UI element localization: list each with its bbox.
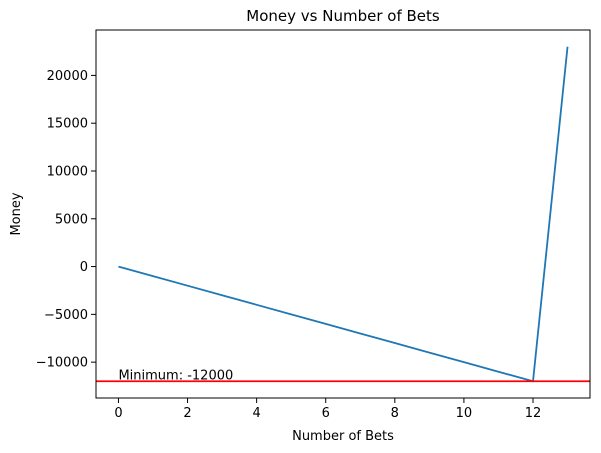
y-tick-label: 20000	[47, 69, 88, 84]
x-tick-label: 2	[183, 406, 191, 421]
x-tick-label: 6	[322, 406, 330, 421]
y-tick-label: 10000	[47, 164, 88, 179]
y-tick-label: 5000	[55, 212, 88, 227]
y-tick-label: −10000	[36, 356, 88, 371]
plot-frame	[95, 29, 591, 399]
line	[118, 46, 569, 383]
annotation: Minimum: -12000	[118, 368, 233, 383]
x-tick-label: 12	[525, 406, 542, 421]
x-tick-label: 8	[391, 406, 399, 421]
x-axis-label: Number of Bets	[292, 429, 394, 444]
y-axis-label: Money	[9, 192, 24, 235]
y-tick-label: 15000	[47, 117, 88, 132]
x-tick-label: 10	[456, 406, 473, 421]
y-tick-label: −5000	[44, 308, 88, 323]
y-tick-label: 0	[80, 260, 88, 275]
chart-title: Money vs Number of Bets	[246, 7, 440, 25]
x-tick-label: 0	[114, 406, 122, 421]
x-tick-label: 4	[252, 406, 260, 421]
